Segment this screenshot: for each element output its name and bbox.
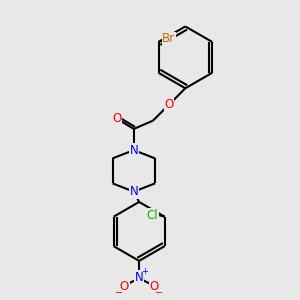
Text: N: N <box>129 185 138 198</box>
Text: O: O <box>112 112 121 125</box>
Text: Br: Br <box>162 32 176 45</box>
Text: +: + <box>141 267 148 276</box>
Text: Cl: Cl <box>146 209 158 222</box>
Text: N: N <box>129 144 138 157</box>
Text: O: O <box>164 98 174 111</box>
Text: −: − <box>115 288 123 298</box>
Text: O: O <box>120 280 129 293</box>
Text: O: O <box>149 280 158 293</box>
Text: −: − <box>155 288 163 298</box>
Text: N: N <box>135 271 143 284</box>
